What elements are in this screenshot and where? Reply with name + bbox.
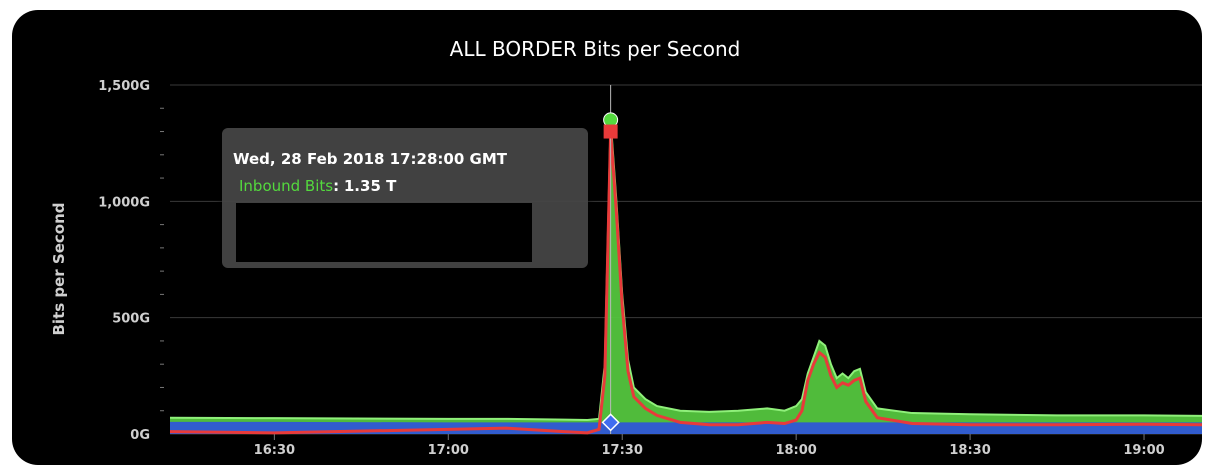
- y-tick-label-2: 1,000G: [98, 195, 150, 210]
- x-tick-label-2: 17:30: [602, 443, 643, 458]
- tooltip-date: Wed, 28 Feb 2018 17:28:00 GMT: [233, 150, 507, 168]
- x-tick-label-4: 18:30: [949, 443, 990, 458]
- x-tick-label-1: 17:00: [428, 443, 469, 458]
- chart-title: ALL BORDER Bits per Second: [450, 37, 741, 61]
- red-point-marker: [603, 124, 618, 139]
- tooltip-separator: :: [333, 177, 340, 195]
- x-tick-label-5: 19:00: [1123, 443, 1164, 458]
- x-axis: 16:30 17:00 17:30 18:00 18:30 19:00: [254, 434, 1165, 458]
- y-tick-label-1: 500G: [112, 312, 150, 327]
- tooltip-series-label: Inbound Bits: [239, 177, 334, 195]
- blue-point-marker: [601, 413, 620, 432]
- tooltip-value: 1.35 T: [343, 177, 397, 195]
- y-tick-label-3: 1,500G: [98, 79, 150, 94]
- tooltip-value-row: Inbound Bits: 1.35 T: [239, 177, 396, 195]
- x-tick-label-0: 16:30: [254, 443, 295, 458]
- x-tick-label-3: 18:00: [775, 443, 816, 458]
- y-axis: 0G 500G 1,000G 1,500G: [98, 79, 164, 443]
- y-tick-label-0: 0G: [130, 428, 150, 443]
- highlight-markers: [601, 85, 620, 434]
- hover-tooltip: Wed, 28 Feb 2018 17:28:00 GMT Inbound Bi…: [222, 128, 588, 268]
- series-lines: [169, 119, 1202, 435]
- chart-panel: 0G 500G 1,000G 1,500G 16:30 17:00 17:30 18:00 1…: [12, 10, 1202, 465]
- redacted-block: [236, 203, 532, 262]
- red-series-line: [169, 131, 1202, 435]
- y-axis-label: Bits per Second: [50, 202, 68, 335]
